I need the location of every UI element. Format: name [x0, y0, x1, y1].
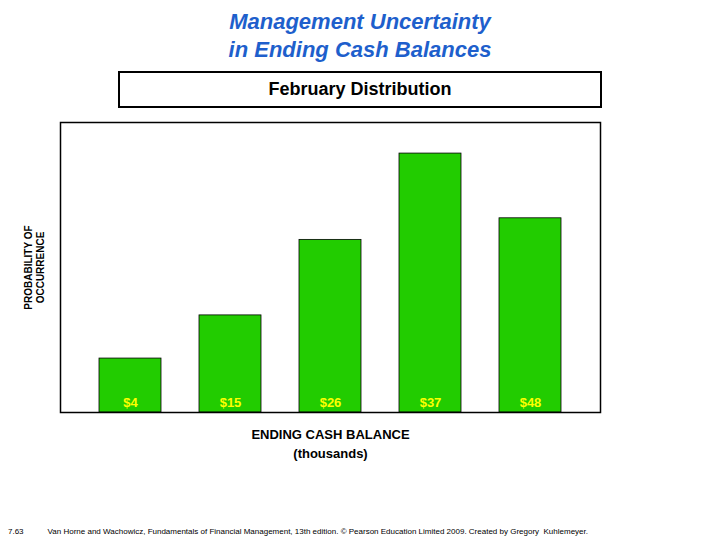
svg-text:$15: $15	[220, 395, 242, 410]
svg-text:$4: $4	[123, 395, 138, 410]
html-text:February Distribution: February Distribution	[268, 79, 452, 99]
html-text:7.63: 7.63	[8, 527, 24, 536]
svg-text:ENDING CASH BALANCE(thousands): ENDING CASH BALANCE(thousands)	[251, 427, 410, 460]
svg-text:PROBABILITY OFOCCURRENCE: PROBABILITY OFOCCURRENCE	[23, 225, 46, 309]
html-text:Van Horne and Wachowicz, Funda: Van Horne and Wachowicz, Fundamentals of…	[47, 527, 588, 536]
svg-text:$48: $48	[520, 395, 542, 410]
svg-text:$37: $37	[420, 395, 442, 410]
svg-text:$26: $26	[320, 395, 342, 410]
html-text:Management Uncertainty in Endi: Management Uncertainty in Ending Cash Ba…	[228, 9, 492, 62]
